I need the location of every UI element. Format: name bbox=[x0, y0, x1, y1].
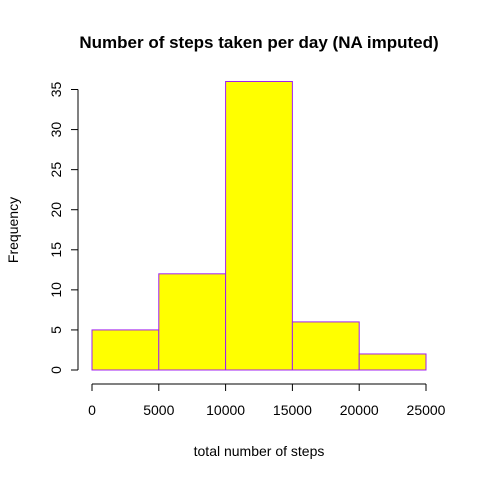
y-tick-label: 10 bbox=[48, 282, 64, 298]
x-tick-label: 20000 bbox=[340, 402, 379, 418]
y-axis: 0 5 10 15 20 25 30 35 bbox=[48, 82, 79, 374]
bars-group bbox=[91, 80, 427, 371]
x-tick-label: 5000 bbox=[143, 402, 174, 418]
x-axis: 0 5000 10000 15000 20000 25000 bbox=[88, 383, 446, 418]
x-tick-label: 10000 bbox=[206, 402, 245, 418]
y-tick-label: 35 bbox=[48, 82, 64, 98]
y-tick-label: 30 bbox=[48, 122, 64, 138]
x-tick-label: 15000 bbox=[273, 402, 312, 418]
y-tick-label: 25 bbox=[48, 162, 64, 178]
y-tick-label: 20 bbox=[48, 202, 64, 218]
y-tick-label: 5 bbox=[48, 326, 64, 334]
histogram-bar bbox=[291, 321, 360, 371]
x-tick-label: 25000 bbox=[407, 402, 446, 418]
x-axis-label: total number of steps bbox=[194, 443, 325, 459]
y-tick-label: 0 bbox=[48, 366, 64, 374]
histogram-bar bbox=[158, 273, 227, 371]
y-axis-label: Frequency bbox=[5, 197, 21, 263]
chart-title: Number of steps taken per day (NA impute… bbox=[79, 33, 438, 52]
x-tick-label: 0 bbox=[88, 402, 96, 418]
y-tick-label: 15 bbox=[48, 242, 64, 258]
histogram-bar bbox=[91, 329, 160, 371]
histogram-bar bbox=[358, 353, 427, 371]
histogram-bar bbox=[225, 80, 293, 371]
